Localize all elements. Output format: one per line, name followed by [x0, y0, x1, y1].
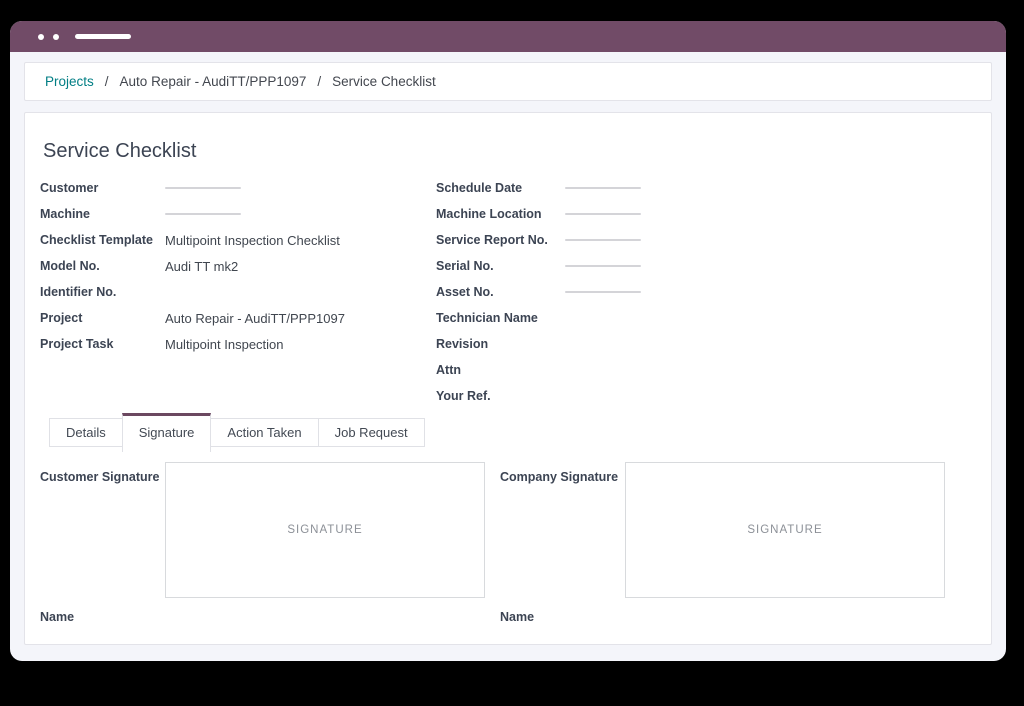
window-address-pill-icon [75, 34, 131, 39]
empty-field-line[interactable] [565, 213, 641, 215]
field-value[interactable]: Audi TT mk2 [165, 258, 239, 274]
field-row-checklist-template: Checklist Template Multipoint Inspection… [40, 227, 436, 253]
breadcrumb-item-projects[interactable]: Projects [45, 74, 94, 89]
breadcrumb-separator: / [104, 74, 109, 89]
empty-field-line[interactable] [565, 265, 641, 267]
field-label: Machine Location [436, 207, 542, 221]
window-dot-icon [38, 33, 44, 40]
field-row-model-no: Model No. Audi TT mk2 [40, 253, 436, 279]
field-row-project: Project Auto Repair - AudiTT/PPP1097 [40, 305, 436, 331]
field-row-revision: Revision [436, 331, 976, 357]
tab-job-request[interactable]: Job Request [317, 418, 425, 447]
field-label: Service Report No. [436, 233, 548, 247]
empty-field-line[interactable] [565, 291, 641, 293]
form-card: Service Checklist Customer Machine Check… [24, 112, 992, 645]
company-signature-block: Company Signature SIGNATURE Name [500, 462, 976, 624]
tab-action-taken[interactable]: Action Taken [210, 418, 319, 447]
field-row-service-report-no: Service Report No. [436, 227, 976, 253]
page-title: Service Checklist [43, 140, 197, 162]
field-label: Checklist Template [40, 233, 154, 247]
field-row-schedule-date: Schedule Date [436, 175, 976, 201]
company-name-label: Name [500, 610, 535, 624]
customer-signature-block: Customer Signature SIGNATURE Name [40, 462, 500, 624]
field-row-your-ref: Your Ref. [436, 383, 976, 409]
browser-window: Projects / Auto Repair - AudiTT/PPP1097 … [10, 21, 1006, 661]
company-signature-label: Company Signature [500, 470, 619, 484]
field-label: Machine [40, 207, 91, 221]
window-titlebar [10, 21, 1006, 52]
field-value[interactable]: Multipoint Inspection Checklist [165, 232, 340, 248]
signature-placeholder: SIGNATURE [287, 524, 363, 536]
field-label: Identifier No. [40, 285, 117, 299]
customer-signature-row: Customer Signature SIGNATURE [40, 462, 500, 598]
field-label: Project [40, 311, 83, 325]
fields-left-column: Customer Machine Checklist Template Mult… [40, 175, 436, 409]
field-row-technician-name: Technician Name [436, 305, 976, 331]
empty-field-line[interactable] [165, 187, 241, 189]
field-label: Model No. [40, 259, 100, 273]
tab-details[interactable]: Details [49, 418, 123, 447]
field-row-machine: Machine [40, 201, 436, 227]
signature-tab-panel: Customer Signature SIGNATURE Name Compan… [40, 452, 976, 624]
customer-signature-label: Customer Signature [40, 470, 160, 484]
breadcrumb-separator: / [317, 74, 322, 89]
breadcrumb-item-current: Service Checklist [332, 74, 436, 89]
empty-field-line[interactable] [565, 239, 641, 241]
field-row-serial-no: Serial No. [436, 253, 976, 279]
field-label: Your Ref. [436, 389, 491, 403]
field-row-attn: Attn [436, 357, 976, 383]
field-label: Project Task [40, 337, 114, 351]
customer-signature-box[interactable]: SIGNATURE [165, 462, 485, 598]
field-label: Schedule Date [436, 181, 523, 195]
field-label: Technician Name [436, 311, 538, 325]
fields-right-column: Schedule Date Machine Location Service R… [436, 175, 976, 409]
customer-name-label: Name [40, 610, 75, 624]
field-row-customer: Customer [40, 175, 436, 201]
breadcrumb-item-project-record[interactable]: Auto Repair - AudiTT/PPP1097 [119, 74, 307, 89]
tab-signature[interactable]: Signature [121, 413, 212, 452]
form-fields: Customer Machine Checklist Template Mult… [40, 175, 976, 409]
field-label: Customer [40, 181, 99, 195]
field-label: Asset No. [436, 285, 494, 299]
field-label: Revision [436, 337, 489, 351]
signature-placeholder: SIGNATURE [747, 524, 823, 536]
company-signature-row: Company Signature SIGNATURE [500, 462, 976, 598]
field-value[interactable]: Multipoint Inspection [165, 336, 284, 352]
breadcrumb: Projects / Auto Repair - AudiTT/PPP1097 … [24, 62, 992, 101]
empty-field-line[interactable] [565, 187, 641, 189]
field-row-asset-no: Asset No. [436, 279, 976, 305]
company-signature-box[interactable]: SIGNATURE [625, 462, 945, 598]
field-label: Attn [436, 363, 461, 377]
field-row-identifier-no: Identifier No. [40, 279, 436, 305]
field-row-project-task: Project Task Multipoint Inspection [40, 331, 436, 357]
field-row-machine-location: Machine Location [436, 201, 976, 227]
field-label: Serial No. [436, 259, 494, 273]
field-value[interactable]: Auto Repair - AudiTT/PPP1097 [165, 310, 345, 326]
window-dot-icon [53, 33, 59, 40]
tab-bar: Details Signature Action Taken Job Reque… [40, 413, 976, 452]
empty-field-line[interactable] [165, 213, 241, 215]
